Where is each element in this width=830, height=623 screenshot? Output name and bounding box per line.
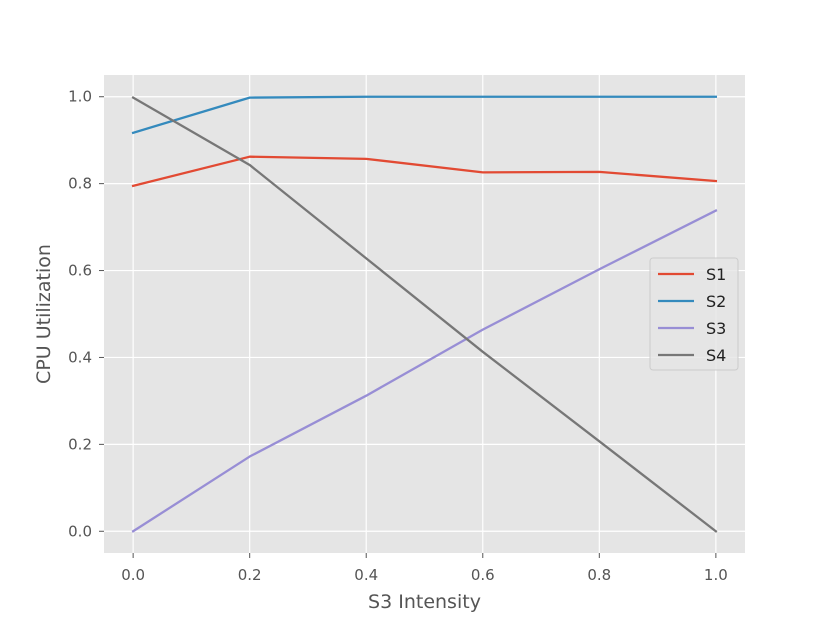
y-tick-label: 0.4: [68, 348, 92, 366]
x-tick-label: 0.8: [587, 566, 611, 584]
y-tick-label: 0.8: [68, 175, 92, 193]
x-axis-ticks: 0.0 0.2 0.4 0.6 0.8 1.0: [121, 553, 728, 584]
series-line-s4: [131, 96, 718, 533]
x-tick-label: 0.0: [121, 566, 145, 584]
x-tick-label: 0.2: [238, 566, 262, 584]
plot-area: [104, 75, 745, 553]
series-line-s2: [131, 95, 718, 135]
legend: S1 S2 S3 S4: [649, 257, 739, 371]
x-tick-label: 1.0: [704, 566, 728, 584]
series-line-s1: [131, 155, 718, 188]
series-layer: [131, 95, 718, 533]
y-tick-label: 1.0: [68, 88, 92, 106]
x-tick-label: 0.4: [354, 566, 378, 584]
y-axis-ticks: 0.0 0.2 0.4 0.6 0.8 1.0: [68, 88, 104, 540]
y-tick-label: 0.6: [68, 262, 92, 280]
y-tick-label: 0.0: [68, 522, 92, 540]
series-line-s3: [131, 209, 718, 533]
legend-label: S3: [706, 319, 726, 338]
y-tick-label: 0.2: [68, 435, 92, 453]
legend-label: S1: [706, 265, 726, 284]
x-tick-label: 0.6: [471, 566, 495, 584]
legend-label: S4: [706, 346, 726, 365]
y-axis-label: CPU Utilization: [33, 244, 55, 384]
x-axis-label: S3 Intensity: [368, 591, 481, 613]
legend-box: [649, 257, 739, 371]
grid-lines: [104, 75, 745, 553]
legend-label: S2: [706, 292, 726, 311]
